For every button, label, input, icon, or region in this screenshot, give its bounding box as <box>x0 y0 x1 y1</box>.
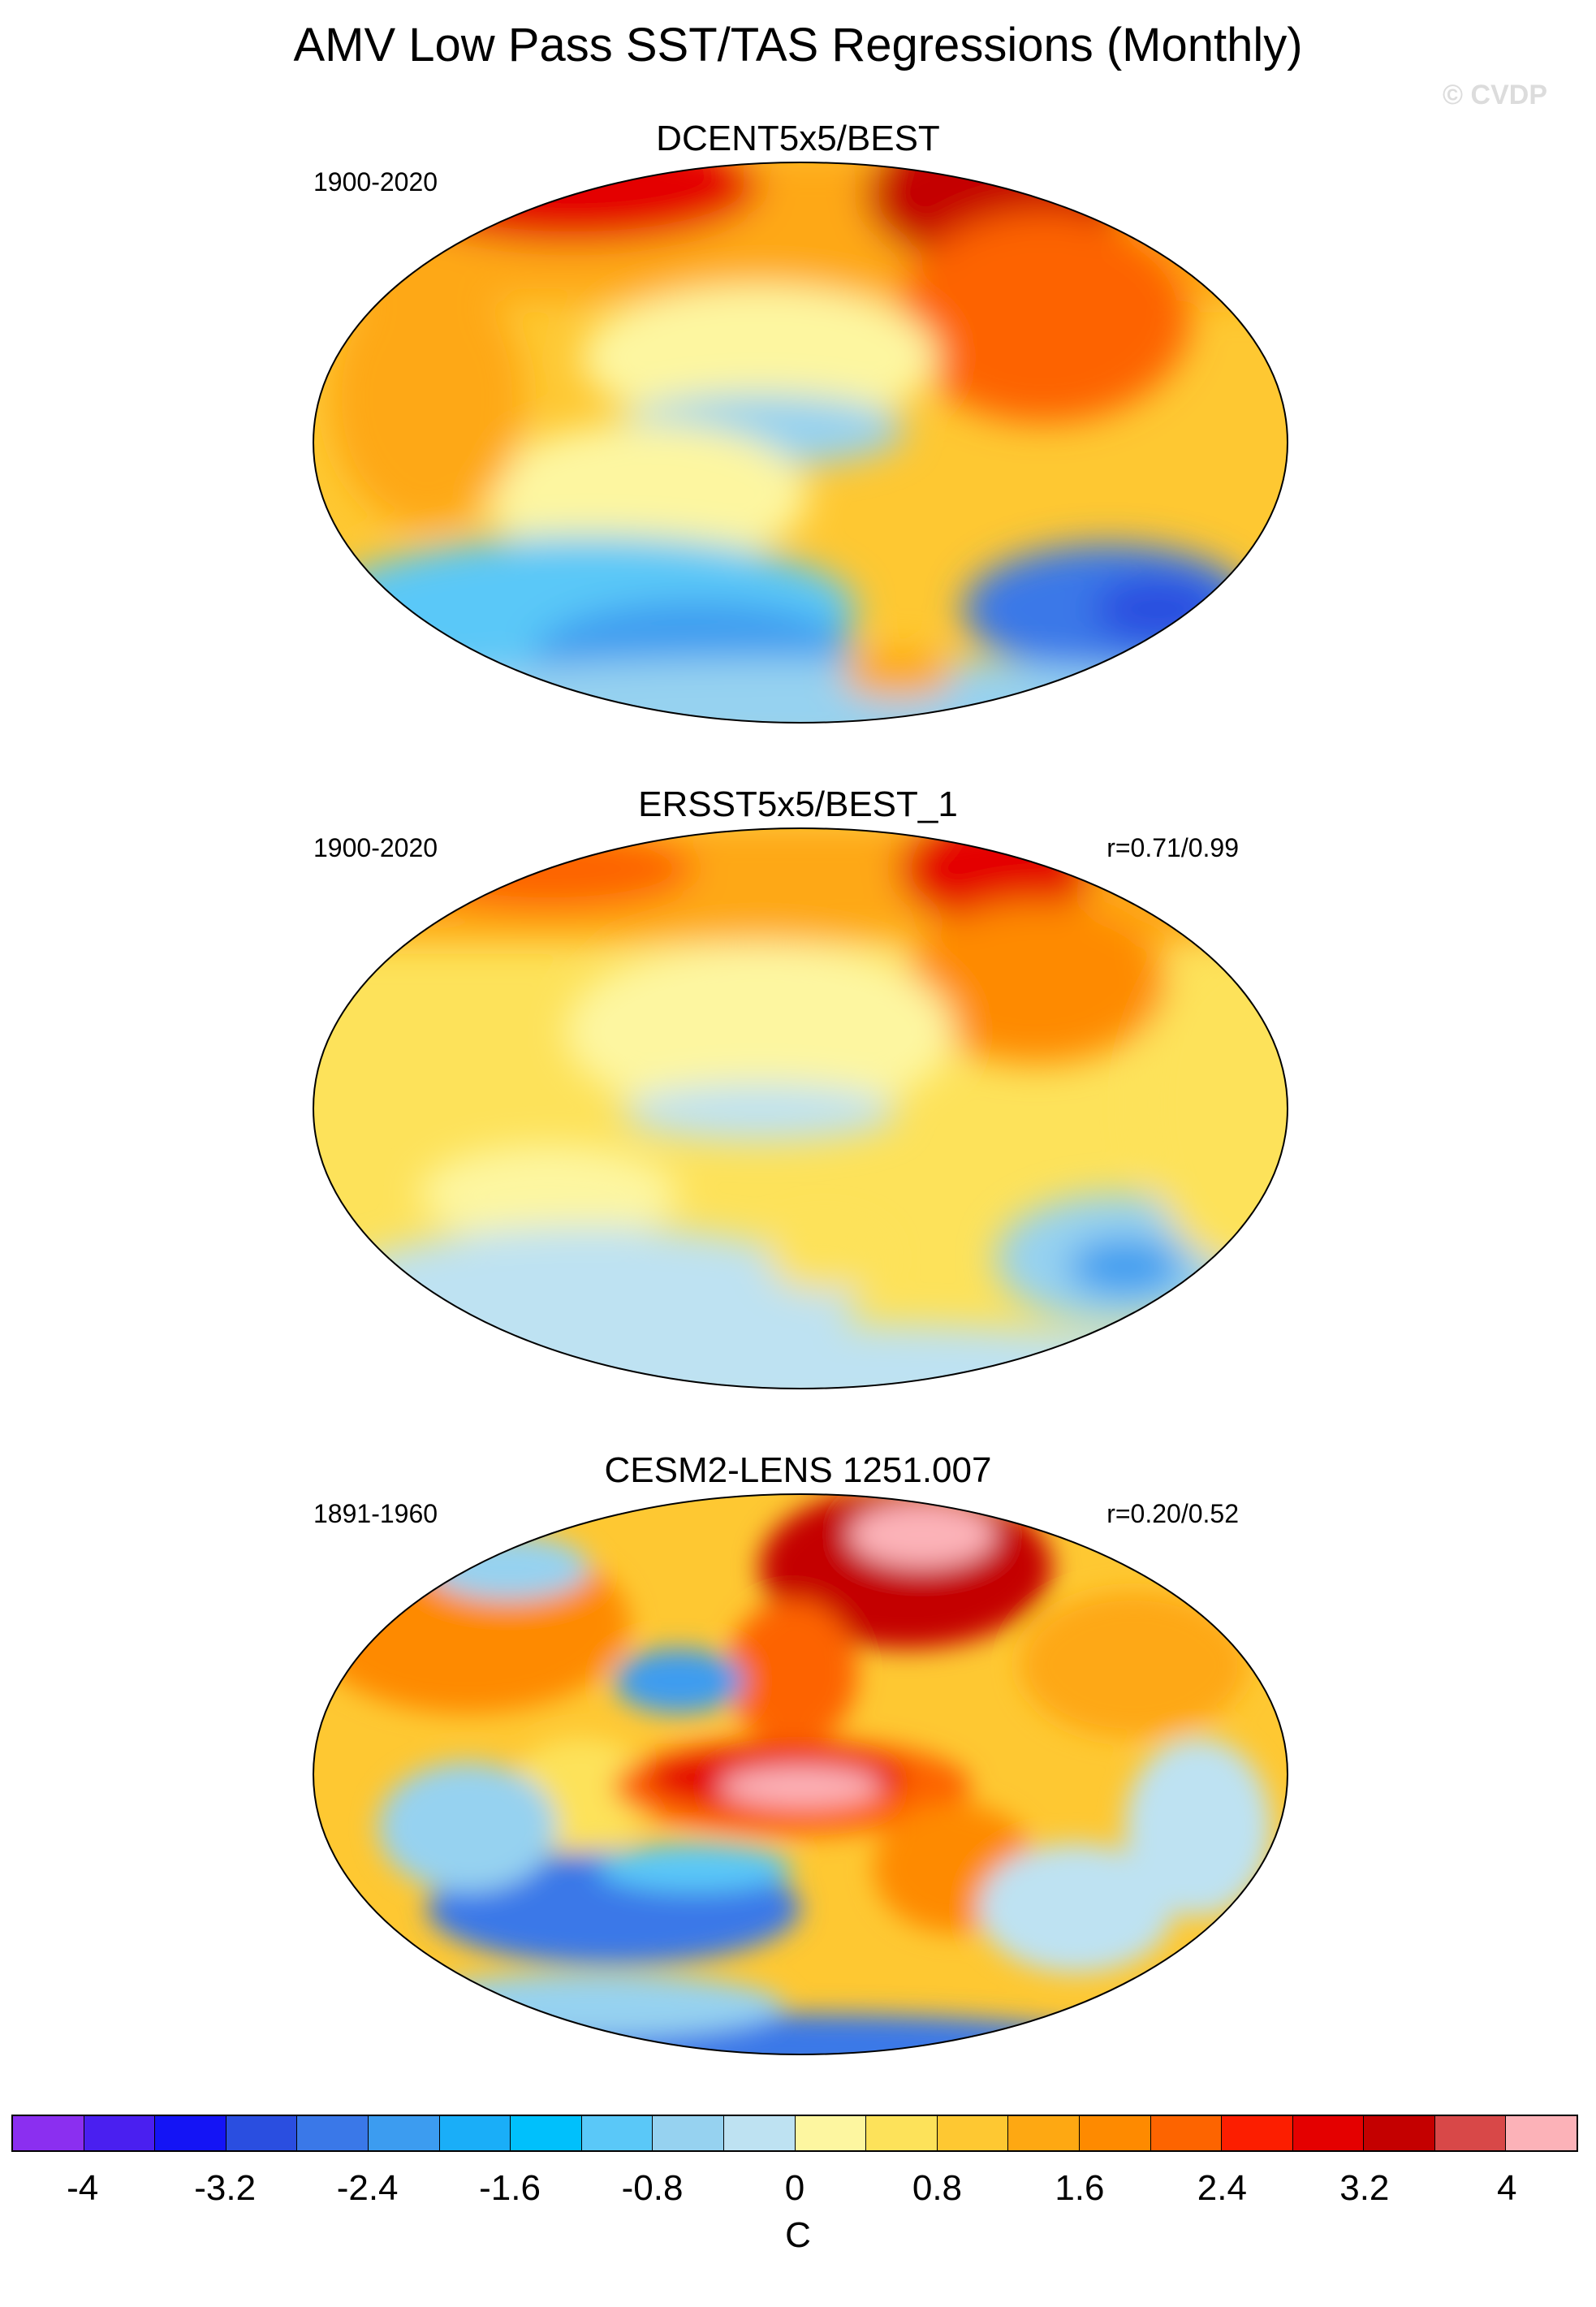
panel-1-title: DCENT5x5/BEST <box>656 119 940 158</box>
colorbar <box>11 2115 1578 2152</box>
colorbar-swatch <box>1222 2116 1293 2150</box>
colorbar-tick-label: 2.4 <box>1197 2168 1247 2208</box>
colorbar-swatch <box>1506 2116 1577 2150</box>
panel-3-map <box>313 1493 1288 2055</box>
colorbar-tick-label: 4 <box>1497 2168 1517 2208</box>
copyright-label: © CVDP <box>1443 80 1547 110</box>
panel-3-period: 1891-1960 <box>313 1499 438 1528</box>
colorbar-swatch <box>1008 2116 1080 2150</box>
colorbar-tick-label: -0.8 <box>621 2168 684 2208</box>
colorbar-swatch <box>1292 2116 1365 2150</box>
colorbar-tick-label: 1.6 <box>1055 2168 1105 2208</box>
colorbar-swatch <box>937 2116 1009 2150</box>
colorbar-swatch <box>439 2116 511 2150</box>
colorbar-swatch <box>511 2116 582 2150</box>
colorbar-swatch <box>226 2116 298 2150</box>
colorbar-swatch <box>1150 2116 1223 2150</box>
colorbar-unit: C <box>785 2215 811 2255</box>
panel-2-period: 1900-2020 <box>313 833 438 862</box>
figure-title: AMV Low Pass SST/TAS Regressions (Monthl… <box>293 19 1303 71</box>
colorbar-swatch <box>297 2116 369 2150</box>
colorbar-tick-label: 0.8 <box>912 2168 963 2208</box>
colorbar-swatch <box>13 2116 84 2150</box>
colorbar-tick-label: -1.6 <box>479 2168 541 2208</box>
panel-2-map <box>313 827 1288 1389</box>
panel-3-correlation: r=0.20/0.52 <box>1106 1499 1239 1528</box>
colorbar-tick-label: -3.2 <box>194 2168 257 2208</box>
colorbar-swatch <box>368 2116 440 2150</box>
colorbar-tick-label: -2.4 <box>336 2168 399 2208</box>
colorbar-swatch <box>84 2116 156 2150</box>
panel-3-title: CESM2-LENS 1251.007 <box>604 1450 992 1490</box>
panel-1-period: 1900-2020 <box>313 167 438 197</box>
colorbar-tick-label: 0 <box>784 2168 805 2208</box>
panel-2-correlation: r=0.71/0.99 <box>1106 833 1239 862</box>
colorbar-swatch <box>1434 2116 1507 2150</box>
colorbar-swatch <box>866 2116 938 2150</box>
colorbar-swatch <box>723 2116 796 2150</box>
colorbar-swatch <box>155 2116 226 2150</box>
colorbar-swatch <box>1079 2116 1151 2150</box>
panel-2-title: ERSST5x5/BEST_1 <box>638 784 958 824</box>
colorbar-swatch <box>795 2116 867 2150</box>
colorbar-swatch <box>1364 2116 1435 2150</box>
colorbar-swatch <box>581 2116 653 2150</box>
colorbar-swatch <box>653 2116 724 2150</box>
colorbar-tick-label: -4 <box>67 2168 99 2208</box>
colorbar-tick-label: 3.2 <box>1339 2168 1390 2208</box>
panel-1-map <box>313 162 1288 724</box>
